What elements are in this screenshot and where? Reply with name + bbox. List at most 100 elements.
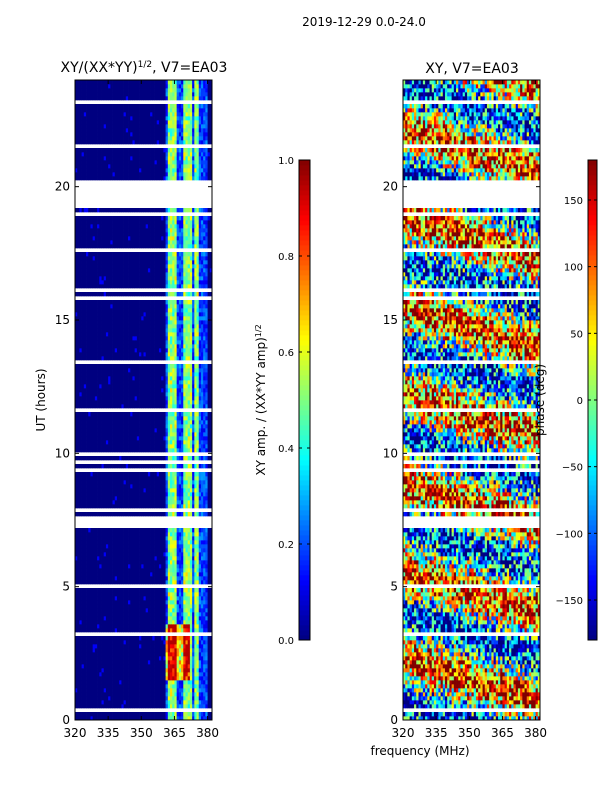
heatmap-cell	[154, 420, 158, 425]
heatmap-cell	[101, 572, 105, 577]
heatmap-cell	[134, 592, 138, 597]
heatmap-cell	[178, 364, 182, 369]
heatmap-cell	[139, 656, 142, 661]
heatmap-cell	[92, 532, 96, 537]
heatmap-cell	[108, 608, 111, 613]
heatmap-cell	[161, 392, 164, 397]
heatmap-cell	[156, 540, 160, 545]
heatmap-cell	[205, 544, 208, 549]
heatmap-cell	[130, 544, 133, 549]
heatmap-cell	[165, 712, 169, 717]
heatmap-cell	[83, 608, 87, 613]
heatmap-cell	[174, 696, 177, 701]
heatmap-cell	[99, 368, 102, 373]
heatmap-cell	[136, 424, 140, 429]
heatmap-cell	[200, 576, 204, 581]
heatmap-cell	[170, 628, 173, 633]
heatmap-cell	[88, 388, 91, 393]
heatmap-cell	[81, 444, 85, 449]
heatmap-cell	[185, 616, 189, 621]
heatmap-cell	[143, 396, 147, 401]
heatmap-cell	[174, 388, 177, 393]
heatmap-cell	[105, 560, 109, 565]
heatmap-cell	[154, 556, 158, 561]
heatmap-cell	[174, 664, 177, 669]
heatmap-cell	[189, 640, 193, 645]
heatmap-cell	[174, 600, 177, 605]
heatmap-cell	[112, 700, 116, 705]
heatmap-cell	[158, 440, 162, 445]
heatmap-cell	[176, 356, 180, 361]
heatmap-cell	[110, 596, 113, 601]
heatmap-cell	[86, 392, 89, 397]
heatmap-cell	[167, 568, 171, 573]
heatmap-cell	[99, 488, 102, 493]
heatmap-cell	[176, 672, 180, 677]
heatmap-cell	[99, 440, 102, 445]
heatmap-cell	[123, 680, 127, 685]
heatmap-cell	[152, 556, 155, 561]
heatmap-cell	[108, 672, 111, 677]
heatmap-cell	[165, 560, 169, 565]
heatmap-cell	[203, 664, 206, 669]
heatmap-cell	[145, 548, 149, 553]
heatmap-cell	[165, 504, 169, 509]
heatmap-cell	[130, 668, 133, 673]
heatmap-cell	[181, 588, 184, 593]
heatmap-cell	[207, 380, 211, 385]
heatmap-cell	[152, 636, 155, 641]
heatmap-cell	[187, 380, 191, 385]
heatmap-cell	[112, 480, 116, 485]
heatmap-cell	[125, 652, 129, 657]
heatmap-cell	[145, 416, 149, 421]
heatmap-cell	[103, 496, 107, 501]
heatmap-cell	[139, 560, 142, 565]
heatmap-cell	[209, 652, 213, 657]
heatmap-cell	[99, 712, 102, 717]
heatmap-cell	[174, 700, 177, 705]
heatmap-cell	[81, 628, 85, 633]
heatmap-cell	[105, 616, 109, 621]
heatmap-cell	[119, 644, 122, 649]
heatmap-cell	[187, 688, 191, 693]
heatmap-cell	[92, 536, 96, 541]
heatmap-cell	[110, 540, 113, 545]
heatmap-cell	[143, 716, 147, 721]
heatmap-cell	[75, 444, 78, 449]
heatmap-cell	[123, 572, 127, 577]
heatmap-cell	[194, 712, 197, 717]
heatmap-cell	[207, 612, 211, 617]
heatmap-cell	[125, 596, 129, 601]
heatmap-cell	[123, 392, 127, 397]
heatmap-cell	[156, 412, 160, 417]
heatmap-cell	[207, 704, 211, 709]
heatmap-cell	[77, 548, 80, 553]
heatmap-cell	[154, 640, 158, 645]
heatmap-cell	[103, 680, 107, 685]
heatmap-cell	[103, 600, 107, 605]
heatmap-cell	[101, 600, 105, 605]
heatmap-cell	[161, 540, 164, 545]
heatmap-cell	[83, 532, 87, 537]
heatmap-cell	[198, 440, 202, 445]
heatmap-cell	[116, 620, 120, 625]
heatmap-cell	[183, 384, 186, 389]
heatmap-cell	[79, 412, 82, 417]
heatmap-cell	[150, 564, 153, 569]
heatmap-cell	[194, 644, 197, 649]
heatmap-cell	[79, 540, 82, 545]
heatmap-cell	[161, 388, 164, 393]
heatmap-cell	[147, 556, 151, 561]
heatmap-cell	[152, 504, 155, 509]
heatmap-cell	[99, 384, 102, 389]
heatmap-cell	[132, 536, 136, 541]
heatmap-cell	[205, 596, 208, 601]
heatmap-cell	[145, 392, 149, 397]
heatmap-cell	[79, 556, 82, 561]
heatmap-cell	[187, 660, 191, 665]
heatmap-cell	[79, 380, 82, 385]
heatmap-cell	[174, 644, 177, 649]
heatmap-cell	[189, 384, 193, 389]
heatmap-cell	[158, 484, 162, 489]
heatmap-cell	[99, 684, 102, 689]
